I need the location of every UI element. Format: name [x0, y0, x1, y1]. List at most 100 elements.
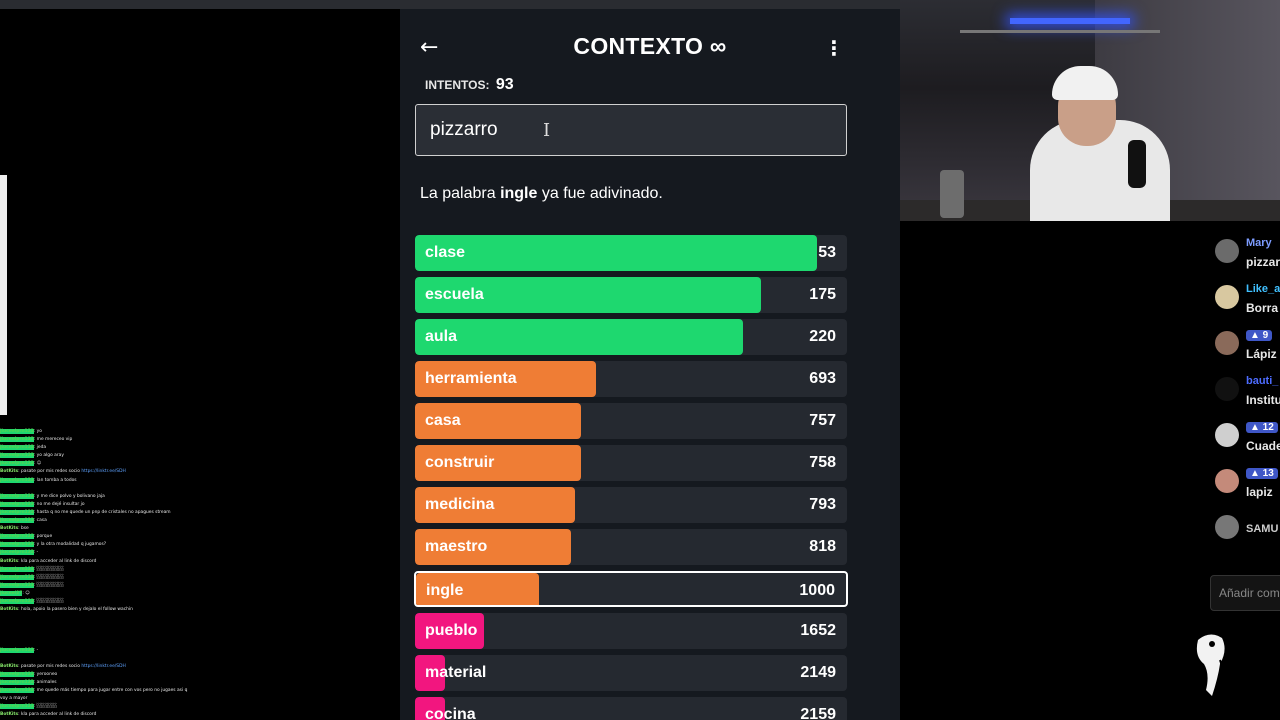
similarity-bar	[415, 319, 744, 355]
bird-logo-icon	[1196, 634, 1225, 696]
chat-username: jiuceelprn123	[0, 679, 34, 685]
left-stream-chat: jiuceelprn123: yo jiuceelprn123: me merec…	[0, 428, 230, 720]
chat-text: : ░░░░░░░░	[33, 574, 64, 580]
guess-rank: 818	[809, 538, 836, 555]
chat-message: jiuceelprn123: yo algo aray	[0, 452, 230, 460]
chat-message: jiuceelprn123: me quede más tiempo para …	[0, 687, 230, 695]
chat-username: BotKits	[0, 712, 19, 718]
status-message: La palabra ingle ya fue adivinado.	[420, 185, 663, 203]
guess-row: medicina 793	[415, 487, 847, 523]
chat-text: : casa	[33, 518, 47, 524]
guess-rank: 53	[818, 244, 836, 261]
right-chat-text: lapiz	[1246, 485, 1273, 499]
right-chat-text: pizzar	[1246, 255, 1280, 269]
member-badge: ▲ 13	[1246, 468, 1278, 479]
chat-text: : me quede más tiempo para jugar entre c…	[33, 688, 188, 693]
avatar[interactable]	[1215, 423, 1239, 447]
right-chat-text: Institu	[1246, 393, 1280, 407]
chat-message: jiuceelprn123: y me dice polvo y bolivan…	[0, 493, 230, 501]
chat-message: BotKits: hola, apoio la pasero bien y de…	[0, 606, 230, 614]
webcam-led-light	[1010, 18, 1130, 24]
guess-rank: 2159	[800, 706, 836, 720]
chat-message: jiuceelprn123: yerooneo	[0, 671, 230, 679]
chat-link[interactable]: https://linktr.ee/SDH	[81, 663, 126, 669]
chat-message: jiuceelprn123: casa	[0, 517, 230, 525]
chat-username: jiuceelprn123	[0, 704, 34, 710]
contexto-game-panel: ← CONTEXTO ∞ ⋮ INTENTOS: 93 I La palabra…	[400, 9, 900, 720]
guess-rank: 1652	[800, 622, 836, 639]
avatar[interactable]	[1215, 377, 1239, 401]
similarity-bar	[416, 573, 539, 605]
guess-row: clase 53	[415, 235, 847, 271]
chat-text: : ░░░░░░░░	[33, 598, 64, 604]
chat-username: jiuceelprn123	[0, 598, 34, 604]
chat-username: BotKits	[0, 526, 19, 532]
right-chat-username: bauti_	[1246, 375, 1278, 387]
message-word: ingle	[500, 185, 538, 202]
chat-text: : ☺	[33, 461, 42, 467]
chat-comment-input[interactable]: Añadir com	[1210, 575, 1280, 611]
similarity-bar	[415, 445, 582, 481]
left-window-edge	[0, 175, 7, 415]
guess-rank: 793	[809, 496, 836, 513]
chat-text: : ░░░░░░	[33, 704, 57, 710]
chat-message	[0, 630, 230, 638]
webcam-feed	[900, 0, 1280, 221]
chat-text: : y la otra modalidad q jugamos?	[33, 542, 107, 548]
chat-link[interactable]: https://linktr.ee/SDH	[81, 469, 126, 475]
right-chat-message: Like_a Borra	[1215, 283, 1280, 323]
chat-message: jiuceelprn123: ░░░░░░░░	[0, 598, 230, 606]
chat-message: jiuceelprn123: ░░░░░░░░	[0, 566, 230, 574]
chat-text: : pasate por mis redes socio	[18, 663, 82, 669]
chat-text: : jeda	[33, 445, 47, 451]
chat-text: : -	[33, 550, 39, 556]
chat-message: jiuceelprn123: me mereceo vip	[0, 436, 230, 444]
webcam-person-cap	[1052, 66, 1118, 100]
similarity-bar	[415, 529, 571, 565]
chat-username: BotKits	[0, 663, 19, 669]
chat-username: jiuceelprn123	[0, 671, 34, 677]
guess-word: pueblo	[425, 622, 478, 639]
guess-rank: 220	[809, 328, 836, 345]
chat-message: jiuceelprn123: hasta q no me quede un pn…	[0, 509, 230, 517]
chat-message: BotKits: pasate por mis redes socio http…	[0, 468, 230, 476]
message-suffix: ya fue adivinado.	[537, 185, 663, 202]
guess-row: maestro 818	[415, 529, 847, 565]
right-chat-text: Borra	[1246, 301, 1279, 315]
right-chat-username: Like_a	[1246, 283, 1280, 295]
more-menu-icon[interactable]: ⋮	[824, 36, 844, 60]
username-text: Mary	[1246, 237, 1272, 249]
avatar[interactable]	[1215, 285, 1239, 309]
chat-message: jiuceelprn123: ░░░░░░░░	[0, 582, 230, 590]
guess-word: escuela	[425, 286, 484, 303]
similarity-bar	[415, 403, 582, 439]
chat-text: : kla para acceder al link de discord	[18, 712, 97, 718]
chat-username: BotKits	[0, 469, 19, 475]
guess-row: herramienta 693	[415, 361, 847, 397]
page-title: CONTEXTO ∞	[573, 33, 727, 59]
right-chat-message: ▲ 13 lapiz	[1215, 467, 1280, 507]
chat-username: jiuceelprn123	[0, 501, 34, 507]
back-arrow-icon[interactable]: ←	[420, 35, 439, 60]
guess-rank: 758	[809, 454, 836, 471]
guess-row: aula 220	[415, 319, 847, 355]
guess-rank: 2149	[800, 664, 836, 681]
attempts-value: 93	[495, 76, 514, 93]
similarity-bar	[415, 655, 446, 691]
chat-username: jiuceelprn123	[0, 461, 34, 467]
guess-word: casa	[425, 412, 461, 429]
guess-input[interactable]	[415, 104, 847, 156]
chat-username: jiuceelprn123	[0, 453, 34, 459]
similarity-bar	[415, 235, 817, 271]
chat-text: : lan tomba a todos	[33, 477, 77, 483]
chat-username: jiuceelprn123	[0, 429, 34, 434]
avatar[interactable]	[1215, 331, 1239, 355]
avatar[interactable]	[1215, 239, 1239, 263]
avatar[interactable]	[1215, 515, 1239, 539]
guess-word: cocina	[425, 706, 476, 720]
chat-username: jiuceelprn123	[0, 647, 34, 653]
avatar[interactable]	[1215, 469, 1239, 493]
right-chat-message: SAMU	[1215, 513, 1280, 553]
chat-username: jiuceelprn123	[0, 542, 34, 548]
